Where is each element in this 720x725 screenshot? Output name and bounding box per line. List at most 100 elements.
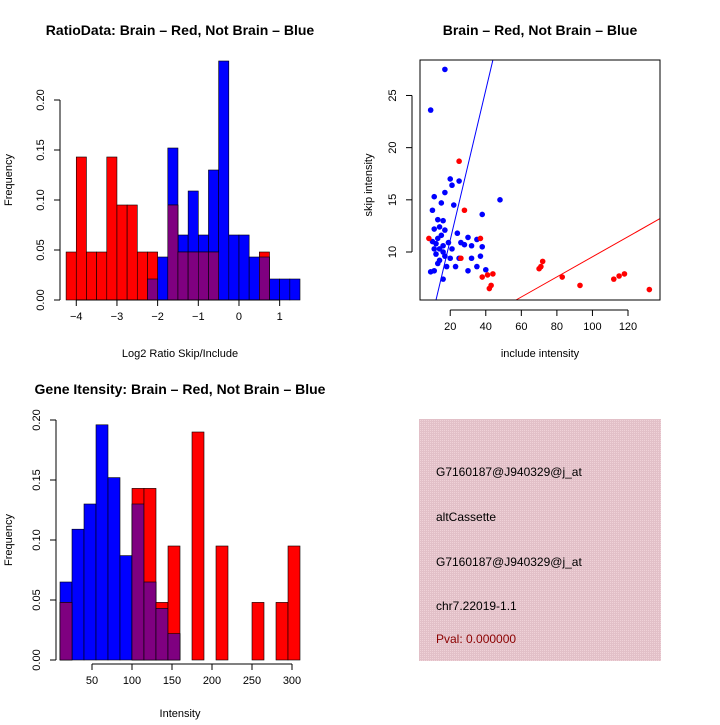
point-notbrain-44 [443, 263, 450, 270]
bar-notbrain-8 [228, 234, 240, 301]
intensity-x-tick-label-0: 50 [86, 675, 98, 687]
scatter-x-tick-label-0: 20 [444, 321, 456, 333]
bar-notbrain-12 [269, 278, 280, 301]
point-notbrain-48 [482, 266, 489, 273]
bar-brain-8 [275, 602, 289, 661]
intensity-y-tick-label-0: 0.00 [31, 649, 43, 670]
point-brain-7 [484, 272, 491, 278]
point-notbrain-6 [497, 197, 503, 203]
info-background [419, 419, 661, 661]
point-notbrain-3 [456, 178, 462, 184]
point-notbrain-35 [442, 253, 448, 259]
intensity-ylabel: Frequency [3, 514, 15, 566]
point-notbrain-37 [447, 255, 454, 262]
point-notbrain-2 [447, 176, 454, 182]
point-notbrain-41 [434, 260, 441, 267]
intensity-title: Gene Itensity: Brain – Red, Not Brain – … [35, 381, 326, 397]
bar-brain-9 [287, 545, 301, 661]
bar-brain-7 [136, 251, 148, 301]
scatter-y-tick-label-1: 15 [387, 194, 399, 206]
point-notbrain-31 [431, 246, 438, 252]
point-brain-3 [477, 235, 484, 242]
intensity-x-tick-label-5: 300 [283, 675, 301, 687]
bar-notbrain-13 [279, 278, 291, 301]
point-notbrain-19 [434, 235, 441, 242]
point-notbrain-10 [450, 202, 457, 208]
bar-notbrain-1 [71, 528, 85, 661]
bar-brain-4 [106, 156, 118, 301]
bar-brain-2 [86, 251, 97, 301]
intensity-y-tick-label-4: 0.20 [31, 409, 43, 430]
fit-line-red [515, 218, 661, 301]
info-panel: G7160187@J940329@j_at altCassette G71601… [419, 419, 661, 661]
point-brain-5 [479, 274, 486, 280]
bar-brain-6 [215, 545, 229, 661]
point-notbrain-25 [445, 239, 452, 246]
scatter-y-tick-label-2: 20 [387, 142, 399, 154]
scatter-title: Brain – Red, Not Brain – Blue [443, 22, 638, 38]
point-brain-4 [458, 255, 464, 262]
bar-overlap-2 [143, 581, 157, 661]
fit-line-blue [435, 59, 494, 301]
point-notbrain-13 [434, 216, 441, 223]
point-notbrain-9 [429, 207, 436, 214]
scatter-x-tick-label-4: 100 [583, 321, 601, 333]
point-notbrain-15 [431, 226, 438, 232]
bar-overlap-8 [147, 278, 158, 301]
point-notbrain-49 [440, 276, 446, 282]
point-brain-17 [486, 285, 493, 292]
bar-overlap-14 [259, 256, 270, 301]
point-brain-6 [490, 271, 496, 277]
bar-notbrain-4 [107, 477, 121, 661]
intensity-y-tick-label-1: 0.05 [31, 589, 43, 610]
bar-brain-0 [65, 251, 77, 301]
point-brain-0 [456, 158, 462, 165]
intensity-x-tick-label-3: 200 [203, 675, 221, 687]
bar-brain-5 [191, 431, 205, 661]
intensity-x-tick-label-2: 150 [163, 675, 181, 687]
point-notbrain-23 [433, 240, 439, 247]
bar-overlap-4 [167, 633, 181, 661]
point-notbrain-0 [442, 66, 448, 73]
bar-brain-5 [116, 204, 128, 301]
ratio-y-tick-label-3: 0.15 [35, 139, 47, 160]
bar-notbrain-1 [157, 256, 169, 301]
ratio-y-tick-label-1: 0.05 [35, 239, 47, 260]
point-notbrain-11 [440, 217, 446, 224]
point-notbrain-5 [442, 189, 448, 196]
point-notbrain-32 [479, 243, 486, 250]
ratio-x-tick-label-2: −2 [151, 311, 164, 323]
bar-overlap-3 [155, 608, 169, 661]
point-brain-18 [646, 286, 653, 293]
intensity-x-tick-label-4: 250 [243, 675, 261, 687]
point-notbrain-47 [465, 267, 471, 274]
bar-notbrain-5 [119, 555, 133, 661]
point-notbrain-16 [442, 227, 448, 233]
bar-notbrain-3 [95, 424, 109, 661]
scatter-x-tick-label-2: 60 [515, 321, 527, 333]
info-pval: Pval: 0.000000 [436, 632, 516, 646]
bar-overlap-12 [198, 251, 209, 301]
bar-brain-1 [75, 156, 87, 301]
point-notbrain-42 [452, 263, 459, 270]
point-notbrain-30 [449, 246, 455, 252]
point-brain-1 [461, 207, 468, 214]
scatter-x-tick-label-5: 120 [619, 321, 637, 333]
ratio-x-tick-label-4: 0 [236, 311, 242, 323]
scatter-x-tick-label-1: 40 [480, 321, 492, 333]
ratio-x-tick-label-5: 1 [277, 311, 283, 323]
point-notbrain-4 [449, 182, 455, 189]
point-notbrain-7 [431, 193, 438, 200]
bar-overlap-10 [177, 251, 189, 301]
bar-notbrain-14 [289, 278, 301, 301]
point-notbrain-34 [433, 251, 439, 257]
ratio-title: RatioData: Brain – Red, Not Brain – Blue [46, 22, 315, 38]
bar-notbrain-7 [218, 60, 230, 301]
ratio-histogram: RatioData: Brain – Red, Not Brain – Blue… [3, 22, 314, 360]
bar-brain-3 [96, 251, 108, 301]
ratio-ylabel: Frequency [3, 154, 15, 206]
bar-overlap-1 [131, 503, 145, 661]
bar-overlap-11 [187, 251, 199, 301]
bar-notbrain-10 [248, 256, 260, 301]
